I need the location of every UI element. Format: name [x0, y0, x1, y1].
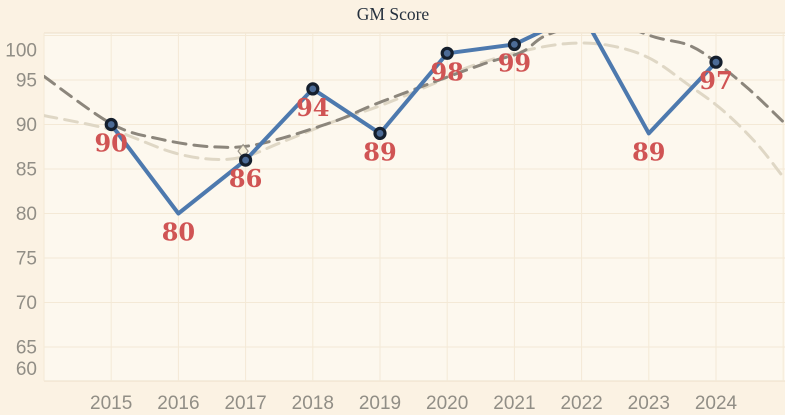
trend-dark-dashed: [44, 33, 785, 149]
data-label-2021: 99: [498, 48, 531, 77]
x-tick-label-2018: 2018: [292, 393, 334, 414]
x-tick-label-2019: 2019: [359, 393, 401, 414]
x-tick-label-2017: 2017: [224, 393, 266, 414]
plot-background: [44, 33, 785, 381]
y-tick-label-95: 95: [16, 71, 37, 92]
x-tick-label-2020: 2020: [426, 393, 468, 414]
data-label-2018: 94: [296, 93, 329, 122]
data-point-2019[interactable]: [373, 126, 387, 140]
series-layer: [44, 33, 785, 216]
grid-layer: [43, 32, 785, 382]
label-layer: 90 80 86 94 89 98 99 89 97 2015 2016 2017 2018 2019 20…: [5, 41, 737, 415]
data-label-2017: 86: [229, 164, 262, 193]
y-tick-label-65: 65: [16, 338, 37, 359]
data-point-2015[interactable]: [104, 117, 118, 132]
chart-title: GM Score: [357, 4, 430, 24]
x-tick-label-2022: 2022: [560, 393, 602, 414]
data-label-2023: 89: [632, 137, 665, 166]
y-tick-label-75: 75: [16, 249, 37, 270]
y-tick-label-70: 70: [16, 293, 37, 314]
y-tick-label-80: 80: [16, 204, 37, 225]
x-tick-label-2015: 2015: [90, 393, 132, 414]
data-point-2024[interactable]: [709, 55, 723, 69]
data-point-2018[interactable]: [306, 82, 320, 96]
data-label-2016: 80: [162, 218, 195, 247]
y-tick-label-60: 60: [16, 359, 37, 380]
data-point-2021[interactable]: [507, 37, 522, 52]
data-point-2020[interactable]: [440, 46, 454, 60]
data-point-2017[interactable]: [239, 153, 253, 167]
x-tick-label-2021: 2021: [493, 393, 535, 414]
data-label-2015: 90: [94, 129, 127, 158]
gm-score-line: [109, 33, 718, 216]
y-tick-label-100: 100: [5, 41, 37, 62]
data-label-2020: 98: [430, 57, 463, 86]
x-tick-label-2016: 2016: [157, 393, 199, 414]
data-label-2019: 89: [363, 137, 396, 166]
marker-layer: [104, 37, 723, 167]
x-tick-label-2024: 2024: [695, 393, 738, 414]
y-tick-label-85: 85: [16, 160, 37, 181]
x-tick-label-2023: 2023: [628, 393, 670, 414]
data-label-2024: 97: [699, 66, 732, 95]
y-tick-label-90: 90: [16, 115, 37, 136]
plot-area: [44, 33, 785, 381]
